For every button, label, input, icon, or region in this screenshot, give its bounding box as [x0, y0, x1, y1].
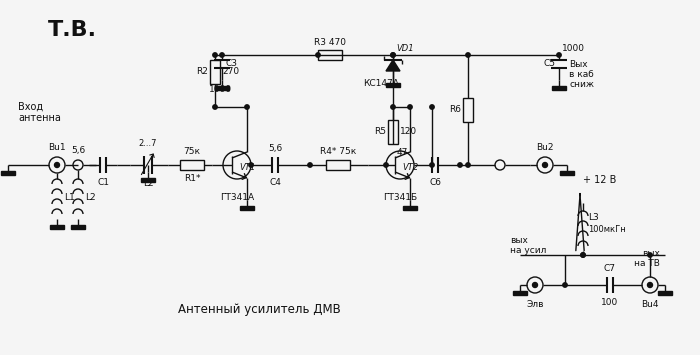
Text: Bu1: Bu1: [48, 143, 66, 152]
Text: вых: вых: [510, 236, 528, 245]
Text: вых
на ТВ: вых на ТВ: [634, 248, 660, 268]
Circle shape: [430, 105, 434, 109]
Circle shape: [648, 283, 652, 288]
Text: C5: C5: [544, 60, 556, 69]
Text: Антенный усилитель ДМВ: Антенный усилитель ДМВ: [178, 304, 341, 317]
Circle shape: [542, 163, 547, 168]
Text: C6: C6: [429, 178, 441, 187]
Text: 75к: 75к: [183, 147, 200, 156]
Bar: [386, 83, 400, 87]
Text: VT2: VT2: [402, 164, 419, 173]
Text: C4: C4: [269, 178, 281, 187]
Circle shape: [316, 53, 320, 57]
Circle shape: [458, 163, 462, 167]
Circle shape: [648, 253, 652, 257]
Text: L1: L1: [64, 192, 75, 202]
Circle shape: [384, 163, 388, 167]
Bar: [388, 120, 398, 144]
Text: 1000: 1000: [209, 85, 232, 94]
Text: 5,6: 5,6: [71, 146, 85, 155]
Circle shape: [556, 53, 561, 57]
Polygon shape: [386, 60, 400, 71]
Circle shape: [563, 283, 567, 287]
Text: ГТ341Б: ГТ341Б: [383, 193, 417, 202]
Bar: [141, 178, 155, 182]
Circle shape: [408, 105, 412, 109]
Text: ГТ341А: ГТ341А: [220, 193, 254, 202]
Circle shape: [213, 105, 217, 109]
Circle shape: [308, 163, 312, 167]
Circle shape: [213, 53, 217, 57]
Text: L2: L2: [143, 179, 153, 188]
Text: L3: L3: [588, 213, 598, 222]
Bar: [180, 160, 204, 170]
Bar: [1, 171, 15, 175]
Bar: [326, 160, 350, 170]
Bar: [210, 60, 220, 84]
Bar: [215, 86, 229, 90]
Bar: [513, 291, 527, 295]
Bar: [318, 50, 342, 60]
Text: сниж: сниж: [569, 80, 594, 89]
Text: в каб: в каб: [569, 70, 594, 79]
Text: Bu2: Bu2: [536, 143, 554, 152]
Bar: [658, 291, 672, 295]
Text: Bu4: Bu4: [641, 300, 659, 309]
Circle shape: [391, 53, 395, 57]
Text: C3: C3: [225, 60, 237, 69]
Circle shape: [55, 163, 60, 168]
Text: R5: R5: [374, 127, 386, 137]
Text: антенна: антенна: [18, 113, 61, 123]
Bar: [403, 206, 417, 210]
Circle shape: [248, 163, 253, 167]
Text: КС147А: КС147А: [363, 78, 399, 87]
Circle shape: [466, 53, 470, 57]
Text: 270: 270: [222, 67, 239, 76]
Text: VD1: VD1: [396, 44, 414, 53]
Circle shape: [430, 163, 434, 167]
Text: Т.В.: Т.В.: [48, 20, 97, 40]
Bar: [50, 225, 64, 229]
Text: C7: C7: [604, 264, 616, 273]
Text: Вход: Вход: [18, 102, 43, 112]
Bar: [71, 225, 85, 229]
Bar: [463, 98, 473, 122]
Text: 5,6: 5,6: [268, 144, 282, 153]
Circle shape: [391, 53, 395, 57]
Bar: [240, 206, 254, 210]
Circle shape: [581, 253, 585, 257]
Text: на усил: на усил: [510, 246, 547, 255]
Text: 100мкГн: 100мкГн: [588, 224, 626, 234]
Text: R1*: R1*: [183, 174, 200, 183]
Text: C1: C1: [97, 178, 109, 187]
Text: 1000: 1000: [562, 44, 585, 53]
Text: + 12 В: + 12 В: [583, 175, 617, 185]
Circle shape: [391, 105, 395, 109]
Text: R4* 75к: R4* 75к: [320, 147, 356, 156]
Circle shape: [581, 253, 585, 257]
Bar: [560, 171, 574, 175]
Text: 100: 100: [601, 298, 619, 307]
Text: R3 470: R3 470: [314, 38, 346, 47]
Circle shape: [533, 283, 538, 288]
Text: R2: R2: [196, 67, 208, 76]
Text: Вых: Вых: [569, 60, 587, 69]
Text: L2: L2: [85, 192, 96, 202]
Circle shape: [466, 163, 470, 167]
Circle shape: [220, 53, 224, 57]
Bar: [552, 86, 566, 90]
Text: R6: R6: [449, 105, 461, 115]
Text: Элв: Элв: [526, 300, 544, 309]
Circle shape: [245, 105, 249, 109]
Text: 2...7: 2...7: [138, 139, 157, 148]
Text: 47: 47: [397, 148, 408, 157]
Text: 120: 120: [400, 127, 417, 137]
Text: VT1: VT1: [239, 164, 256, 173]
